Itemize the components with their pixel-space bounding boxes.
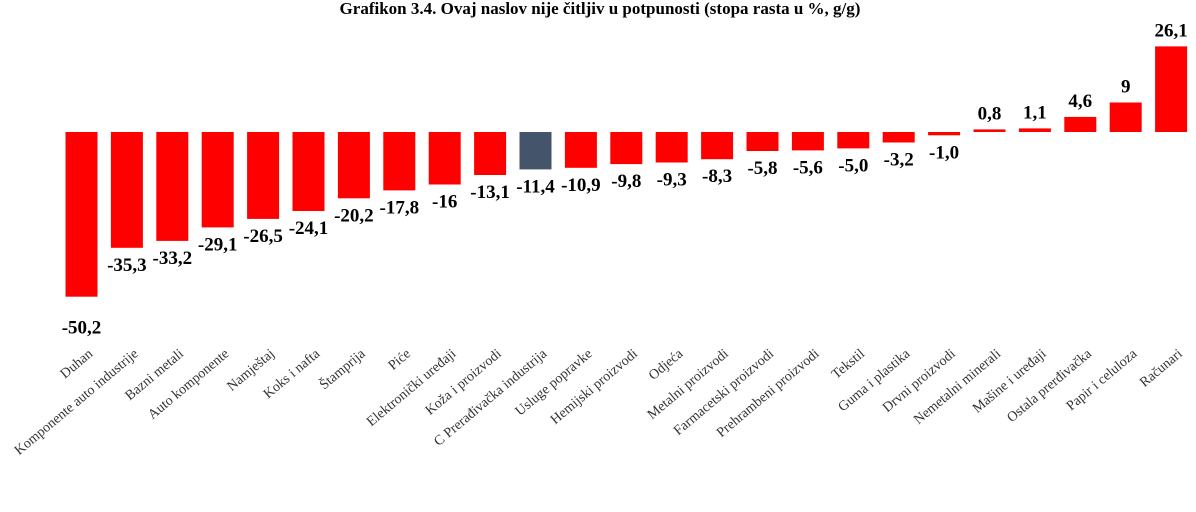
data-label-8: -17,8 [380,197,420,218]
bar-9 [428,132,461,185]
bar-12 [564,132,597,168]
bar-22 [1018,128,1051,132]
data-label-9: -16 [432,192,457,213]
bars-layer [65,46,1188,297]
category-label-18: Tekstil [829,347,868,383]
category-label-1: Duhan [58,347,96,382]
data-label-3: -33,2 [153,248,193,269]
data-label-1: -50,2 [62,318,102,339]
data-label-16: -5,8 [747,158,777,179]
bar-2 [110,132,143,248]
category-label-4: Auto komponente [145,347,232,423]
data-label-21: 0,8 [978,103,1002,124]
category-label-23: Ostala prerđivačka [1005,346,1096,426]
data-label-11: -11,4 [516,176,555,197]
data-label-19: -3,2 [884,150,914,171]
category-label-7: Štamprija [316,345,369,394]
category-label-14: Odjeća [646,346,687,383]
data-label-22: 1,1 [1023,102,1047,123]
data-label-10: -13,1 [470,182,510,203]
bar-5 [247,132,280,219]
bar-23 [1064,116,1097,132]
bar-15 [701,132,734,160]
bar-14 [655,132,688,163]
data-labels-layer: -50,2 -35,3 -33,2-29,1 -26,5 -24,1-20,2 -17,8… [62,20,1188,338]
data-label-24: 9 [1121,77,1131,98]
category-label-25: Računari [1137,347,1185,391]
chart-title: Grafikon 3.4. Ovaj naslov nije čitljiv u… [340,0,861,18]
data-label-13: -9,8 [611,171,641,192]
data-label-4: -29,1 [198,234,238,255]
category-label-15: Metalni proizvodi [645,347,732,423]
data-label-18: -5,0 [838,155,868,176]
data-label-6: -24,1 [289,218,329,239]
data-label-15: -8,3 [702,166,732,187]
data-label-17: -5,6 [793,157,823,178]
bar-21 [973,129,1006,132]
bar-16 [746,132,779,151]
bar-7 [337,132,370,199]
category-label-12: Usluge popravke [513,347,596,420]
data-label-23: 4,6 [1068,91,1092,112]
bar-24 [1109,102,1142,132]
data-label-14: -9,3 [657,170,687,191]
bar-18 [837,132,870,149]
bar-3 [156,132,189,241]
data-label-25: 26,1 [1154,20,1187,41]
bar-17 [791,132,824,151]
data-label-5: -26,5 [243,226,283,247]
bar-20 [928,132,961,136]
data-label-2: -35,3 [107,255,147,276]
bar-11 [519,132,552,170]
category-label-8: Piće [386,347,414,374]
category-label-10: Koža i proizvodi [423,347,505,419]
bar-6 [292,132,325,211]
data-label-7: -20,2 [334,205,374,226]
data-label-12: -10,9 [561,175,601,196]
bar-4 [201,132,234,228]
bar-10 [474,132,507,175]
bar-25 [1155,46,1188,132]
bar-1 [65,132,98,297]
data-label-20: -1,0 [929,142,959,163]
bar-8 [383,132,416,191]
bar-19 [882,132,915,143]
bar-13 [610,132,643,165]
